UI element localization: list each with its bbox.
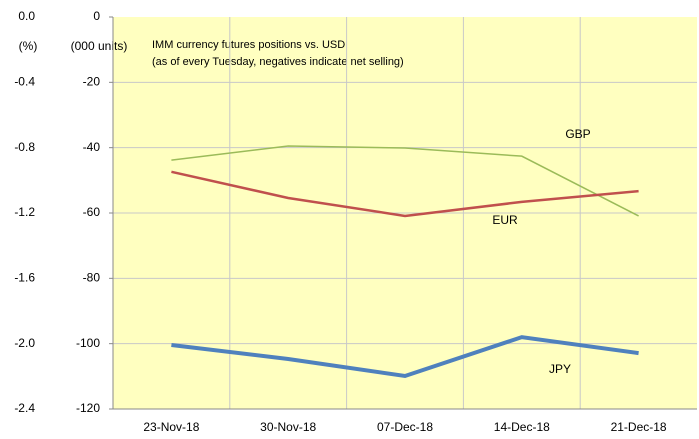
y-tick-label: -100 [76,336,100,350]
y2-axis-label: (%) [19,39,38,53]
y-tick-label: -20 [83,75,101,89]
y2-tick-label: 0.0 [18,9,35,23]
y2-tick-label: -2.0 [14,336,35,350]
y-axis-label: (000 units) [71,39,128,53]
y-tick-label: -120 [76,401,100,415]
x-tick-label: 21-Dec-18 [611,420,667,434]
x-tick-label: 07-Dec-18 [377,420,433,434]
series-label: GBP [565,127,590,141]
y2-tick-label: -0.4 [14,75,35,89]
series-label: EUR [492,213,518,227]
y2-tick-label: -2.4 [14,401,35,415]
y-tick-label: 0 [93,9,100,23]
annotation: (as of every Tuesday, negatives indicate… [152,56,404,68]
x-tick-label: 30-Nov-18 [260,420,316,434]
series-line [171,145,639,217]
y-tick-label: -60 [83,205,101,219]
y2-tick-label: -0.8 [14,140,35,154]
series-label: JPY [549,362,571,376]
y2-tick-label: -1.2 [14,205,35,219]
series-line [171,170,639,218]
annotation: IMM currency futures positions vs. USD [152,39,345,51]
series-line [171,335,639,379]
x-tick-label: 14-Dec-18 [494,420,550,434]
x-tick-label: 23-Nov-18 [143,420,199,434]
y-tick-label: -40 [83,140,101,154]
y2-tick-label: -1.6 [14,271,35,285]
y-tick-label: -80 [83,271,101,285]
